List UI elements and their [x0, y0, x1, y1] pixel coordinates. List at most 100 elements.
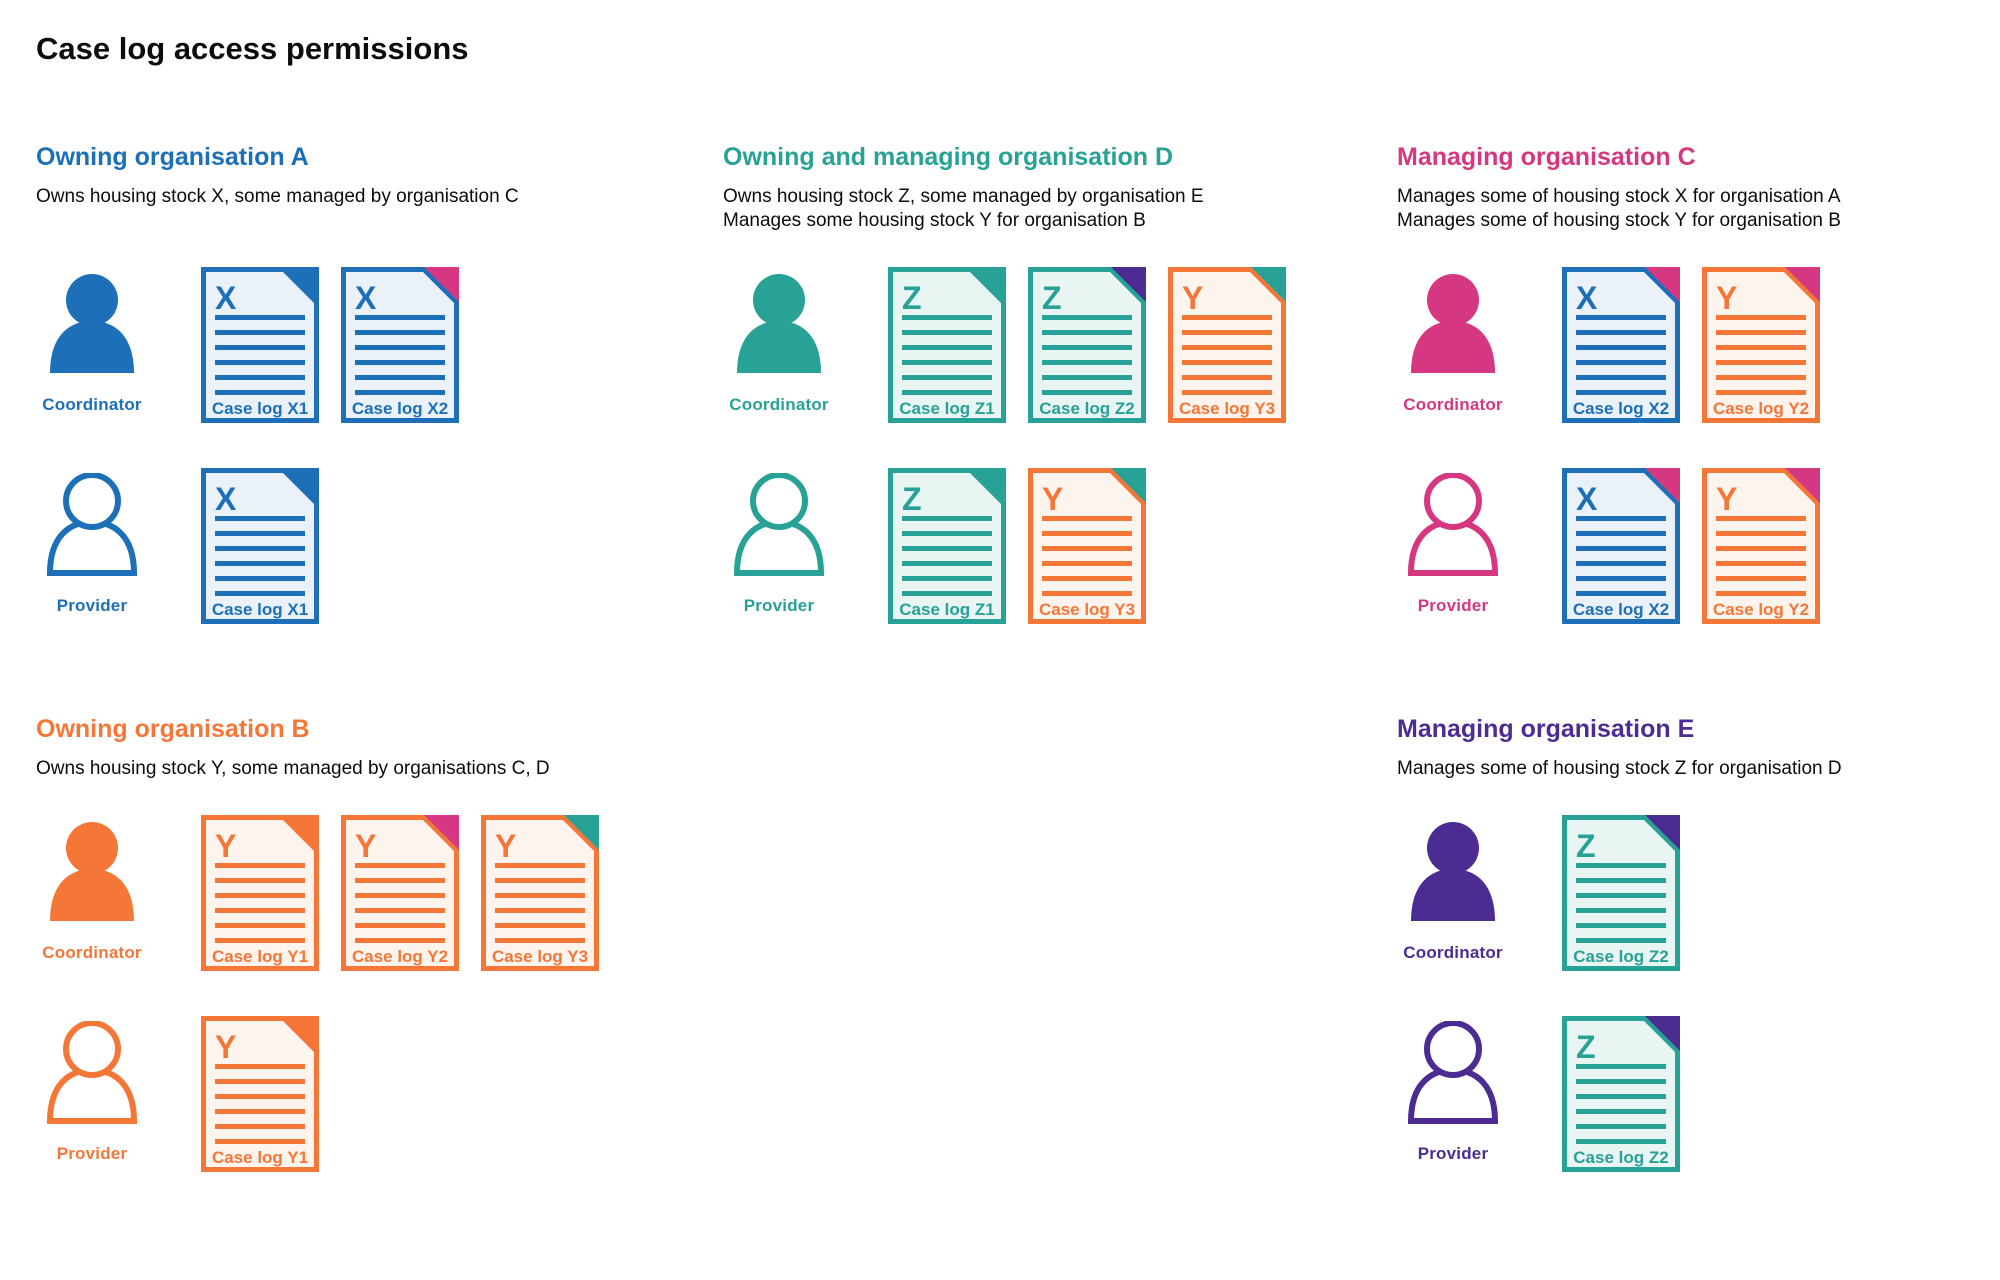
- document-text-line: [1576, 893, 1666, 898]
- case-log-label: Case log X1: [212, 600, 308, 619]
- document-text-line: [355, 360, 445, 365]
- org-description: Owns housing stock Z, some managed by or…: [723, 185, 1383, 233]
- case-log-document-icon: Y Case log Y2: [341, 815, 459, 971]
- document-text-line: [215, 1094, 305, 1099]
- document-text-line: [355, 923, 445, 928]
- document-text-line: [902, 561, 992, 566]
- document-text-line: [215, 938, 305, 943]
- document-text-line: [355, 315, 445, 320]
- folded-corner: [1785, 468, 1820, 503]
- org-section: Owning organisation B Owns housing stock…: [36, 715, 696, 1217]
- case-log-document-icon: X Case log X2: [341, 267, 459, 423]
- case-log-document-icon: X Case log X2: [1562, 267, 1680, 423]
- document-text-line: [215, 1079, 305, 1084]
- org-description-line: Owns housing stock Z, some managed by or…: [723, 186, 1204, 207]
- document-text-line: [355, 893, 445, 898]
- folded-corner: [284, 468, 319, 503]
- document-text-line: [215, 375, 305, 380]
- role-label: Coordinator: [729, 395, 829, 414]
- document-text-line: [215, 561, 305, 566]
- org-heading: Owning organisation B: [36, 715, 310, 743]
- person-block: Coordinator: [36, 267, 201, 415]
- permission-row: Provider X Case log X1: [36, 468, 696, 624]
- document-text-line: [355, 878, 445, 883]
- case-log-label: Case log Z2: [1039, 399, 1134, 418]
- folded-corner: [971, 468, 1006, 503]
- document-text-line: [1042, 561, 1132, 566]
- document-text-line: [1576, 1079, 1666, 1084]
- document-text-line: [902, 375, 992, 380]
- document-text-line: [495, 893, 585, 898]
- document-text-line: [1042, 315, 1132, 320]
- document-text-line: [1576, 516, 1666, 521]
- folded-corner: [971, 267, 1006, 302]
- person-block: Coordinator: [36, 815, 201, 963]
- org-description-line: Owns housing stock X, some managed by or…: [36, 186, 519, 207]
- document-text-line: [902, 591, 992, 596]
- document-text-line: [1182, 360, 1272, 365]
- document-text-line: [215, 390, 305, 395]
- case-log-label: Case log Y1: [212, 1148, 308, 1167]
- document-text-line: [1182, 390, 1272, 395]
- document-text-line: [215, 330, 305, 335]
- document-text-line: [1576, 1109, 1666, 1114]
- folded-corner: [424, 815, 459, 850]
- stock-letter: Y: [215, 1029, 236, 1065]
- document-text-line: [495, 878, 585, 883]
- case-log-label: Case log Y2: [1713, 399, 1809, 418]
- case-log-documents: Z Case log Z2: [1562, 1016, 1680, 1172]
- org-permission-rows: Coordinator X Case log X2 Y Case log Y2 …: [1397, 267, 2000, 624]
- document-text-line: [355, 375, 445, 380]
- coordinator-person-icon: [737, 274, 821, 373]
- case-log-document-icon: X Case log X1: [201, 267, 319, 423]
- person-block: Provider: [36, 468, 201, 616]
- case-log-label: Case log Y2: [1713, 600, 1809, 619]
- role-label: Provider: [1417, 596, 1489, 615]
- page-title: Case log access permissions: [36, 31, 469, 66]
- case-log-label: Case log X1: [212, 399, 308, 418]
- coordinator-person-icon: [50, 822, 134, 921]
- org-permission-rows: Coordinator Y Case log Y1 Y Case log Y2 …: [36, 815, 696, 1172]
- stock-letter: Y: [1716, 280, 1737, 316]
- case-log-document-icon: Y Case log Y1: [201, 1016, 319, 1172]
- document-text-line: [902, 516, 992, 521]
- role-label: Coordinator: [42, 943, 142, 962]
- document-text-line: [1576, 1124, 1666, 1129]
- org-description-line: Manages some housing stock Y for organis…: [723, 210, 1146, 231]
- document-text-line: [1576, 923, 1666, 928]
- document-text-line: [902, 330, 992, 335]
- document-text-line: [1576, 561, 1666, 566]
- provider-person-icon: [46, 1020, 138, 1124]
- document-text-line: [1716, 591, 1806, 596]
- org-description: Manages some of housing stock X for orga…: [1397, 185, 2000, 233]
- document-text-line: [1182, 315, 1272, 320]
- document-text-line: [1576, 531, 1666, 536]
- document-text-line: [1716, 375, 1806, 380]
- document-text-line: [1716, 531, 1806, 536]
- document-text-line: [215, 1139, 305, 1144]
- document-text-line: [1042, 330, 1132, 335]
- stock-letter: Y: [495, 828, 516, 864]
- document-text-line: [215, 546, 305, 551]
- document-text-line: [215, 531, 305, 536]
- document-text-line: [1042, 375, 1132, 380]
- case-log-documents: Z Case log Z2: [1562, 815, 1680, 971]
- document-text-line: [1576, 576, 1666, 581]
- case-log-document-icon: Y Case log Y3: [1168, 267, 1286, 423]
- person-block: Provider: [1397, 468, 1562, 616]
- document-text-line: [1576, 345, 1666, 350]
- folded-corner: [284, 815, 319, 850]
- case-log-label: Case log Y3: [1179, 399, 1275, 418]
- org-permission-rows: Coordinator Z Case log Z1 Z Case log Z2 …: [723, 267, 1383, 624]
- document-text-line: [1716, 315, 1806, 320]
- document-text-line: [355, 863, 445, 868]
- document-text-line: [1716, 576, 1806, 581]
- case-log-label: Case log Y3: [492, 947, 588, 966]
- person-block: Provider: [36, 1016, 201, 1164]
- coordinator-person-icon: [50, 274, 134, 373]
- document-text-line: [215, 360, 305, 365]
- role-label: Provider: [56, 596, 128, 615]
- org-heading: Managing organisation C: [1397, 143, 1696, 171]
- document-text-line: [1042, 531, 1132, 536]
- document-text-line: [215, 1064, 305, 1069]
